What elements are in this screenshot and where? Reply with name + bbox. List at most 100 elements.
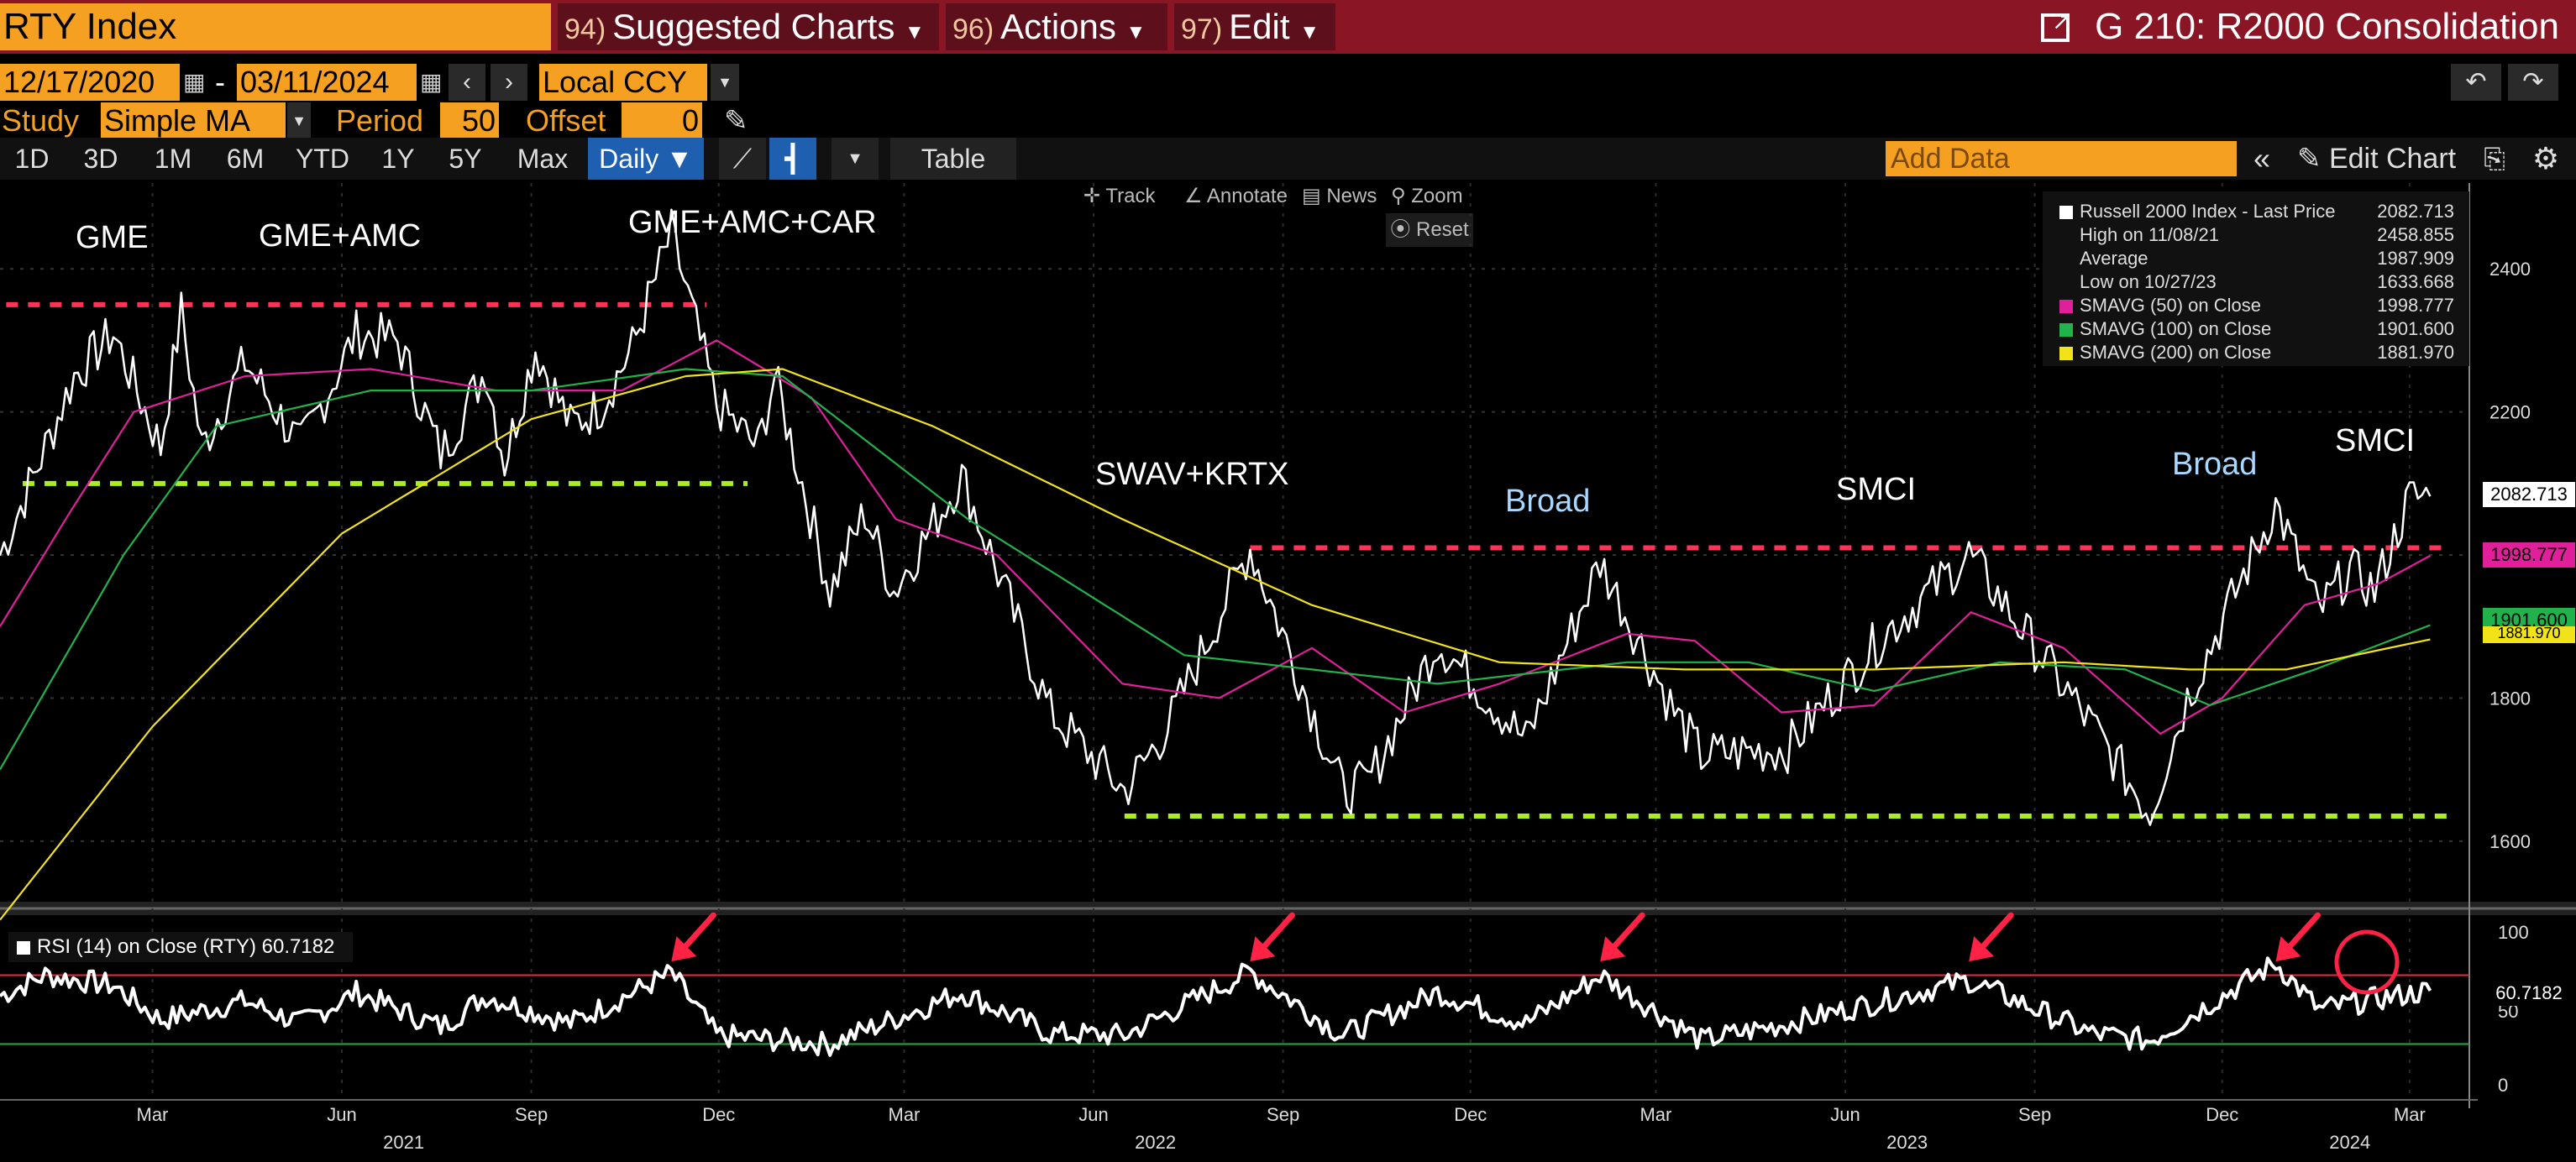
edit-chart-label: Edit Chart	[2328, 143, 2457, 175]
timeframe-6m[interactable]: 6M	[226, 144, 265, 174]
redo-button[interactable]: ↷	[2508, 64, 2558, 101]
legend-label: Russell 2000 Index - Last Price	[2080, 201, 2336, 222]
reset-label: Reset	[1415, 218, 1469, 241]
calendar-icon[interactable]: ▦	[420, 69, 443, 95]
edit-menu[interactable]: 97) Edit ▼	[1174, 3, 1335, 50]
sma50-line	[0, 339, 2431, 735]
menu-number: 97)	[1181, 13, 1223, 45]
legend-swatch	[2059, 300, 2073, 313]
rsi-tick-0: 0	[2498, 1075, 2509, 1096]
arrow-head	[1600, 936, 1626, 962]
timeframe-3d[interactable]: 3D	[83, 144, 118, 174]
end-date-field[interactable]: 03/11/2024	[237, 64, 417, 101]
pencil-icon: ✎	[2297, 143, 2329, 175]
start-date-field[interactable]: 12/17/2020	[0, 64, 180, 101]
legend-row: High on 11/08/21 2458.855	[2059, 223, 2454, 247]
annotate-tool[interactable]: ∠ Annotate	[1184, 180, 1293, 213]
chevron-down-icon[interactable]: ▼	[711, 64, 739, 101]
zoom-tool[interactable]: ⚲ Zoom	[1391, 180, 1475, 213]
legend-swatch	[2059, 347, 2073, 360]
edit-chart-button[interactable]: ✎ Edit Chart	[2297, 138, 2456, 180]
undo-button[interactable]: ↶	[2451, 64, 2501, 101]
track-tool[interactable]: ✛ Track	[1083, 180, 1176, 213]
x-year-label: 2022	[1135, 1132, 1176, 1153]
legend-row: Russell 2000 Index - Last Price 2082.713	[2059, 200, 2454, 223]
series-lines	[0, 208, 2432, 921]
annotation-gme-amc: GME+AMC	[259, 218, 422, 254]
legend-row: Low on 10/27/23 1633.668	[2059, 270, 2454, 294]
rsi-panel	[0, 956, 2469, 1057]
chevron-down-icon: ▼	[1125, 21, 1146, 44]
sma200-tag: 1881.970	[2483, 626, 2575, 643]
x-tick-label: Dec	[702, 1104, 735, 1125]
x-tick-label: Jun	[327, 1104, 356, 1125]
annotation-gme: GME	[76, 220, 149, 255]
news-tool[interactable]: ▤ News	[1302, 180, 1386, 213]
legend-label: Low on 10/27/23	[2080, 271, 2217, 292]
legend-swatch	[2059, 206, 2073, 219]
pencil-icon[interactable]: ✎	[724, 105, 748, 137]
actions-menu[interactable]: 96) Actions ▼	[946, 3, 1167, 50]
crosshair-icon: ✛	[1083, 185, 1106, 207]
line-chart-icon[interactable]: ⟋	[719, 138, 766, 180]
legend-value: 1987.909	[2377, 248, 2454, 269]
x-tick-label: Mar	[137, 1104, 169, 1125]
gear-icon[interactable]: ⚙	[2531, 141, 2560, 175]
timeframe-1y[interactable]: 1Y	[381, 144, 415, 174]
x-tick-label: Sep	[1267, 1104, 1299, 1125]
table-button[interactable]: Table	[890, 138, 1016, 180]
period-field[interactable]: 50	[440, 102, 499, 139]
annotation-smci-1: SMCI	[1836, 472, 1916, 507]
support-resistance-lines	[6, 301, 2449, 819]
timeframe-1d[interactable]: 1D	[14, 144, 50, 174]
timeframe-ytd[interactable]: YTD	[296, 144, 349, 174]
chevron-down-icon: ▼	[905, 21, 925, 44]
bar-chart-icon[interactable]: ┫	[769, 138, 816, 180]
y-tick-label: 2400	[2489, 259, 2531, 280]
timeframe-max[interactable]: Max	[517, 144, 569, 174]
legend-value: 2082.713	[2377, 201, 2454, 222]
collapse-icon[interactable]: «	[2253, 141, 2271, 175]
edit-icon[interactable]: ⎘	[2484, 144, 2505, 174]
reset-button[interactable]: ⦿ Reset	[1386, 213, 1473, 247]
study-select[interactable]: Simple MA	[101, 102, 286, 139]
legend-label: SMAVG (50) on Close	[2080, 295, 2262, 316]
annotation-smci-2: SMCI	[2335, 423, 2415, 458]
chevron-down-icon[interactable]: ▼	[287, 102, 311, 139]
chart-title: ↗ G 210: R2000 Consolidation	[2041, 3, 2559, 50]
suggested-charts-menu[interactable]: 94) Suggested Charts ▼	[558, 3, 939, 50]
currency-select[interactable]: Local CCY	[539, 64, 707, 101]
ticker-field[interactable]: RTY Index	[0, 3, 551, 50]
x-tick-label: Dec	[2206, 1104, 2238, 1125]
timeframe-5y[interactable]: 5Y	[449, 144, 482, 174]
arrow-head	[1969, 936, 1995, 962]
y-tick-label: 1600	[2489, 831, 2531, 852]
price-line	[0, 208, 2432, 826]
legend-swatch	[2059, 229, 2073, 243]
menu-number: 94)	[564, 13, 606, 45]
x-tick-label: Mar	[1640, 1104, 1671, 1125]
track-label: Track	[1105, 185, 1156, 207]
x-year-label: 2023	[1886, 1132, 1928, 1153]
legend-row: SMAVG (50) on Close 1998.777	[2059, 294, 2454, 317]
calendar-icon[interactable]: ▦	[183, 69, 206, 95]
add-data-input[interactable]: Add Data	[1886, 141, 2237, 176]
offset-field[interactable]: 0	[622, 102, 702, 139]
study-label: Study	[2, 103, 80, 138]
legend-label: SMAVG (100) on Close	[2080, 318, 2272, 339]
x-year-label: 2024	[2329, 1132, 2370, 1153]
menu-number: 96)	[952, 13, 994, 45]
rsi-tick-100: 100	[2498, 922, 2529, 943]
timeframe-1m[interactable]: 1M	[154, 144, 192, 174]
next-period-button[interactable]: ›	[491, 64, 527, 101]
popout-icon[interactable]: ↗	[2041, 10, 2071, 42]
interval-select[interactable]: Daily ▼	[588, 138, 704, 180]
reset-icon: ⦿	[1390, 218, 1416, 241]
rsi-legend-text: RSI (14) on Close (RTY) 60.7182	[37, 935, 335, 958]
x-tick-label: Mar	[889, 1104, 921, 1125]
prev-period-button[interactable]: ‹	[449, 64, 485, 101]
x-tick-label: Sep	[515, 1104, 548, 1125]
chevron-down-icon[interactable]: ▼	[832, 138, 879, 180]
arrow-head	[2275, 936, 2301, 962]
